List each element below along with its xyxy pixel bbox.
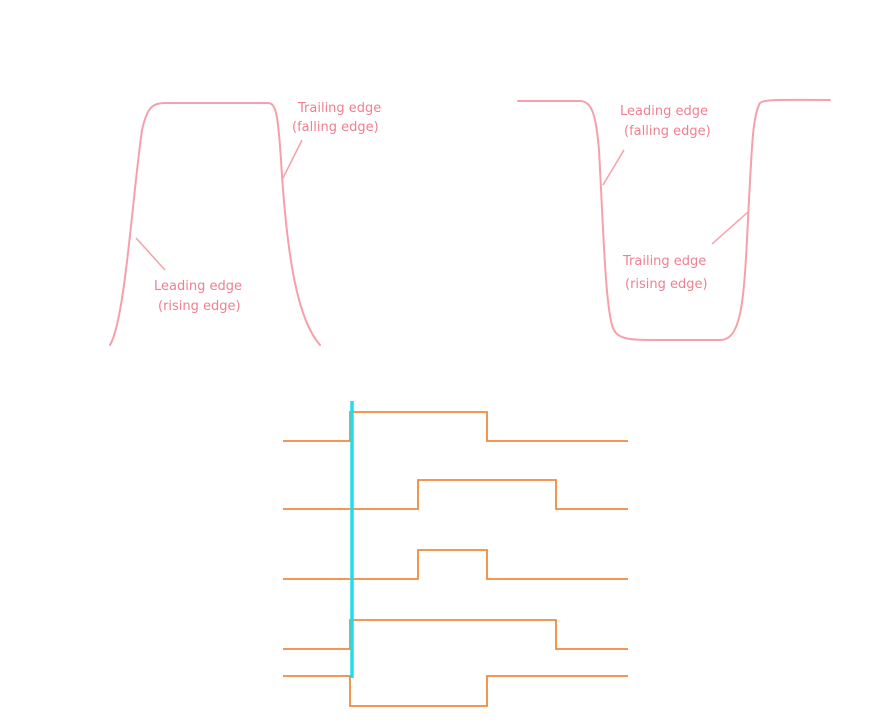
positive-leading-label-line-2: (rising edge) [158, 299, 241, 314]
timing-trace-4 [283, 619, 628, 650]
positive-trailing-label: Trailing edge (falling edge) [292, 101, 385, 135]
negative-trailing-label-line-1: Trailing edge [622, 254, 706, 269]
positive-leading-label-line-1: Leading edge [154, 279, 242, 294]
positive-trailing-label-line-1: Trailing edge [297, 101, 381, 116]
positive-pulse-waveform [109, 102, 321, 346]
negative-trailing-label: Trailing edge (rising edge) [622, 254, 710, 292]
negative-trailing-label-line-2: (rising edge) [625, 277, 708, 292]
timing-diagram [283, 401, 628, 707]
timing-trace-2 [283, 479, 628, 510]
positive-trailing-label-line-2: (falling edge) [292, 120, 379, 135]
positive-pulse-group: Trailing edge (falling edge) Leading edg… [109, 101, 385, 346]
positive-trailing-leader [282, 139, 303, 179]
positive-leading-label: Leading edge (rising edge) [154, 279, 246, 314]
negative-leading-leader [602, 149, 625, 186]
negative-leading-label: Leading edge (falling edge) [620, 104, 712, 139]
negative-pulse-waveform [517, 98, 831, 341]
negative-leading-label-line-2: (falling edge) [624, 124, 711, 139]
timing-trace-3 [283, 549, 628, 580]
negative-pulse-group: Leading edge (falling edge) Trailing edg… [517, 98, 831, 341]
timing-trace-5 [283, 675, 628, 707]
positive-leading-leader [135, 237, 166, 271]
negative-trailing-leader [711, 211, 749, 245]
timing-trace-1 [283, 411, 628, 442]
negative-leading-label-line-1: Leading edge [620, 104, 708, 119]
